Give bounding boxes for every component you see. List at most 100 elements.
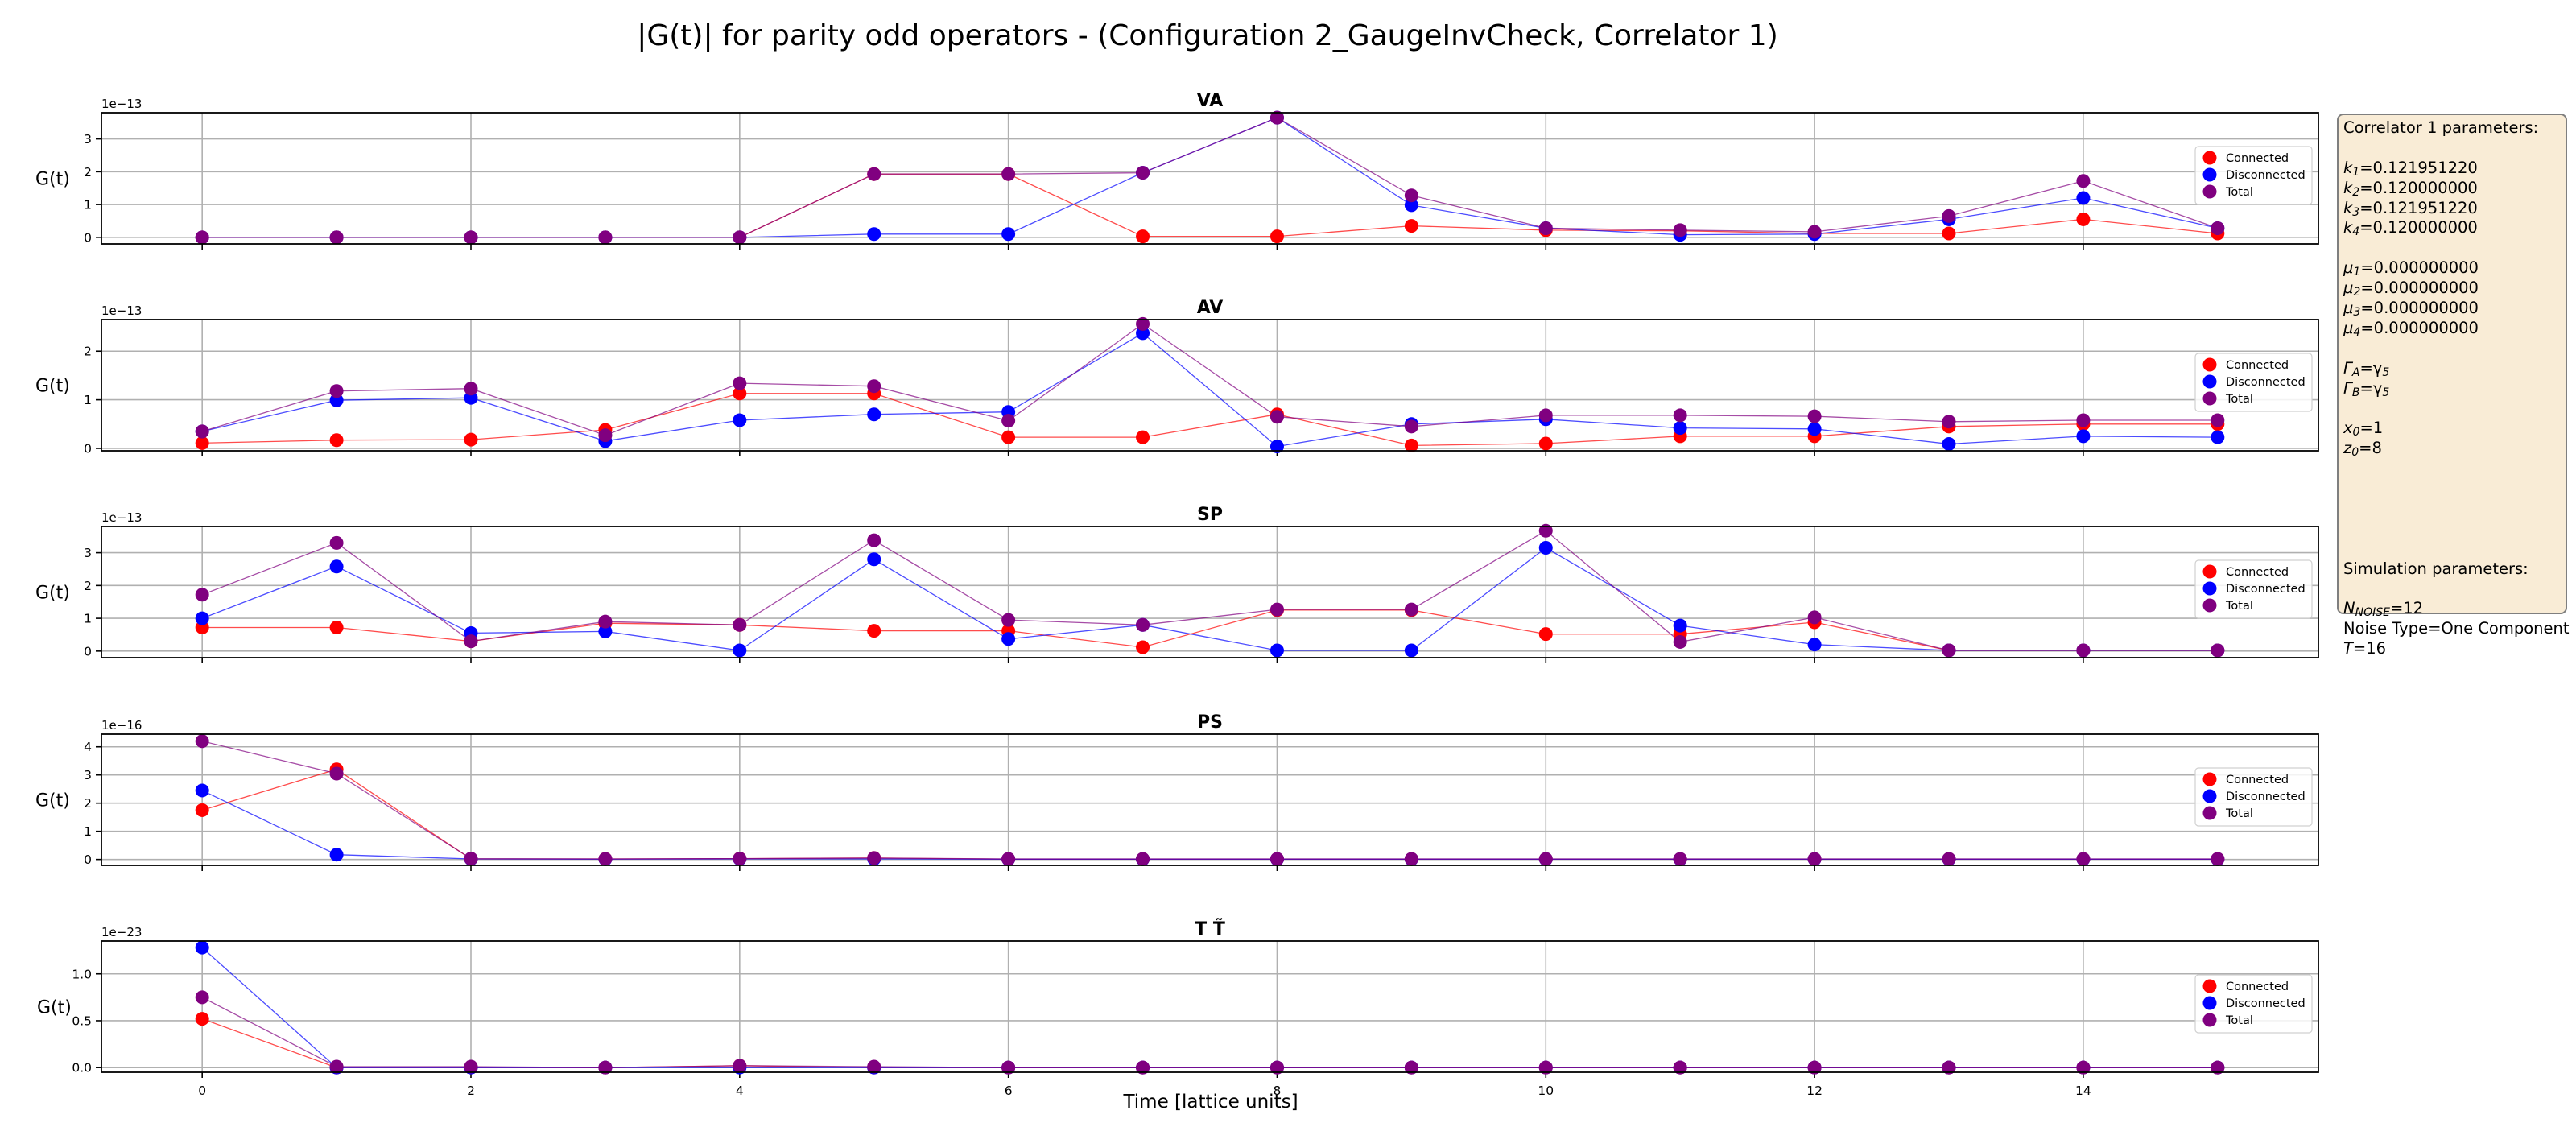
y-axis-label: G(t) xyxy=(35,377,70,397)
y-tick-label: 2 xyxy=(84,796,92,811)
legend-label-total: Total xyxy=(2225,186,2253,199)
y-axis-label: G(t) xyxy=(35,584,70,604)
data-point-total xyxy=(1136,852,1150,866)
legend-label-disconnected: Disconnected xyxy=(2226,997,2306,1010)
panel-1: 0 1 2 3 VA 1e−13 G(t) Connected Disconnected Tota… xyxy=(35,91,2319,250)
data-point-total xyxy=(1807,1060,1822,1075)
legend-marker-total xyxy=(2202,1013,2217,1027)
panel-4: 0 1 2 3 4 PS 1e−16 G(t) Connected Disconnected Tot… xyxy=(35,712,2319,871)
legend-marker-total xyxy=(2202,184,2217,199)
k-param: k2=0.120000000 xyxy=(2343,178,2478,199)
x-tick-label: 2 xyxy=(467,1084,475,1098)
data-point-disconnected xyxy=(1538,540,1553,555)
data-point-disconnected xyxy=(1001,632,1016,646)
data-point-total xyxy=(464,382,478,396)
data-point-total xyxy=(867,379,881,394)
panel-2: 0 1 2 AV 1e−13 G(t) Connected Disconnected Total xyxy=(35,298,2319,456)
data-point-total xyxy=(1673,223,1687,237)
data-point-total xyxy=(2076,1060,2091,1075)
data-point-connected xyxy=(1136,430,1150,444)
legend-label-connected: Connected xyxy=(2226,359,2289,372)
data-point-disconnected xyxy=(2211,430,2225,444)
mu-parameter-list: μ1=0.000000000 μ2=0.000000000 μ3=0.0000000… xyxy=(2343,258,2561,339)
legend-frame xyxy=(2194,559,2313,619)
legend-marker-connected xyxy=(2202,772,2217,786)
axes-frame xyxy=(101,526,2319,658)
data-point-total xyxy=(1538,408,1553,423)
y-exponent-label: 1e−13 xyxy=(101,303,142,318)
data-point-total xyxy=(1001,167,1016,181)
data-point-disconnected xyxy=(1001,227,1016,242)
data-point-total xyxy=(598,1060,613,1075)
panel-3: 0 1 2 3 SP 1e−13 G(t) Connected Disconnected Tota… xyxy=(35,505,2319,663)
y-tick-label: 3 xyxy=(84,132,92,147)
data-point-disconnected xyxy=(195,783,209,798)
legend-marker-connected xyxy=(2202,151,2217,165)
y-tick-label: 2 xyxy=(84,345,92,359)
data-point-total xyxy=(1136,316,1150,331)
data-point-total xyxy=(2211,852,2225,866)
mu-param: μ3=0.000000000 xyxy=(2343,299,2479,320)
y-tick-label: 1 xyxy=(84,612,92,626)
data-point-connected xyxy=(195,1012,209,1026)
legend-marker-disconnected xyxy=(2202,167,2217,182)
axes-frame xyxy=(101,733,2319,866)
mu-param: μ4=0.000000000 xyxy=(2343,318,2479,339)
legend-marker-disconnected xyxy=(2202,789,2217,803)
data-point-total xyxy=(329,230,344,245)
data-point-total xyxy=(598,230,613,245)
data-point-disconnected xyxy=(867,407,881,422)
position-parameter-list: x0=1 z0=8 xyxy=(2343,419,2561,459)
data-point-disconnected xyxy=(1942,437,1956,452)
gamma-param: ΓB=γ5 xyxy=(2343,378,2390,399)
data-point-total xyxy=(1538,221,1553,235)
data-point-total xyxy=(1942,1060,1956,1075)
data-point-total xyxy=(867,167,881,181)
y-tick-label: 0.0 xyxy=(72,1061,92,1075)
data-point-connected xyxy=(1538,436,1553,451)
series-line-total xyxy=(201,530,2218,651)
data-point-total xyxy=(1538,523,1553,538)
position-param: z0=8 xyxy=(2343,439,2382,460)
data-point-disconnected xyxy=(195,611,209,625)
data-point-disconnected xyxy=(1673,618,1687,633)
data-point-total xyxy=(1942,415,1956,429)
data-point-connected xyxy=(1269,229,1284,244)
data-point-disconnected xyxy=(1404,643,1418,658)
y-exponent-label: 1e−16 xyxy=(101,718,142,733)
data-point-disconnected xyxy=(598,624,613,638)
series-line-disconnected xyxy=(201,547,2218,651)
legend-label-connected: Connected xyxy=(2226,774,2289,786)
data-point-total xyxy=(1404,852,1418,866)
axes-frame xyxy=(101,940,2319,1073)
data-point-total xyxy=(464,852,478,866)
x-tick-label: 12 xyxy=(1806,1084,1823,1098)
y-tick-label: 1 xyxy=(84,393,92,407)
plot-area xyxy=(101,941,2318,1072)
legend-label-connected: Connected xyxy=(2226,980,2289,993)
plot-area xyxy=(101,734,2318,865)
panel-title: VA xyxy=(1197,91,1224,111)
legend-label-connected: Connected xyxy=(2226,152,2289,165)
x-tick-label: 0 xyxy=(198,1084,206,1098)
data-point-total xyxy=(1807,409,1822,423)
data-point-disconnected xyxy=(1807,638,1822,652)
data-point-total xyxy=(1807,610,1822,625)
legend-marker-connected xyxy=(2202,564,2217,579)
data-point-total xyxy=(1269,110,1284,125)
data-point-total xyxy=(867,533,881,547)
data-point-total xyxy=(2211,643,2225,658)
data-point-total xyxy=(1807,225,1822,239)
legend: Connected Disconnected Total xyxy=(2194,974,2313,1034)
data-point-disconnected xyxy=(329,559,344,574)
x-tick-label: 6 xyxy=(1005,1084,1013,1098)
data-point-total xyxy=(1673,1060,1687,1075)
panel-5: 0 2 4 6 8 10 12 14 0.0 0.5 1.0 T T̃ 1e−23 G(t) Connect… xyxy=(37,919,2319,1098)
parameter-box: Correlator 1 parameters: k1=0.121951220 k… xyxy=(2337,114,2570,658)
data-point-total xyxy=(733,230,747,245)
y-tick-label: 0.5 xyxy=(72,1013,92,1028)
legend-frame xyxy=(2194,767,2313,827)
series-line-total xyxy=(201,997,2218,1068)
data-point-connected xyxy=(1538,627,1553,642)
